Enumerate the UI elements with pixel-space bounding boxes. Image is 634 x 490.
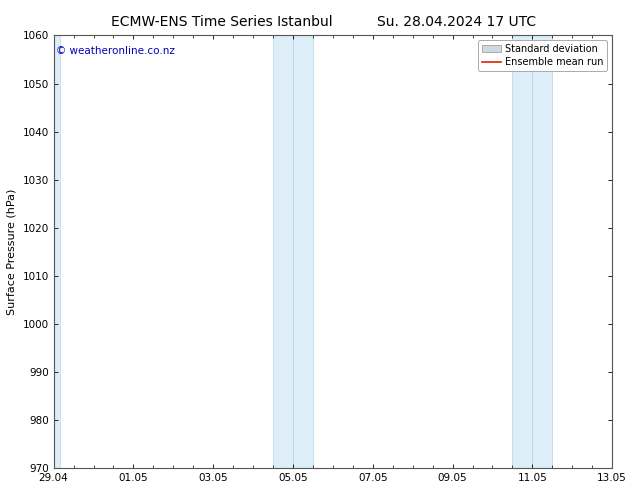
Text: Su. 28.04.2024 17 UTC: Su. 28.04.2024 17 UTC	[377, 15, 536, 29]
Text: ECMW-ENS Time Series Istanbul: ECMW-ENS Time Series Istanbul	[111, 15, 333, 29]
Text: © weatheronline.co.nz: © weatheronline.co.nz	[56, 46, 175, 56]
Bar	[533, 35, 552, 468]
Bar	[273, 35, 293, 468]
Bar	[512, 35, 533, 468]
Y-axis label: Surface Pressure (hPa): Surface Pressure (hPa)	[7, 189, 17, 315]
Bar	[48, 35, 60, 468]
Bar	[293, 35, 313, 468]
Legend: Standard deviation, Ensemble mean run: Standard deviation, Ensemble mean run	[477, 40, 607, 71]
